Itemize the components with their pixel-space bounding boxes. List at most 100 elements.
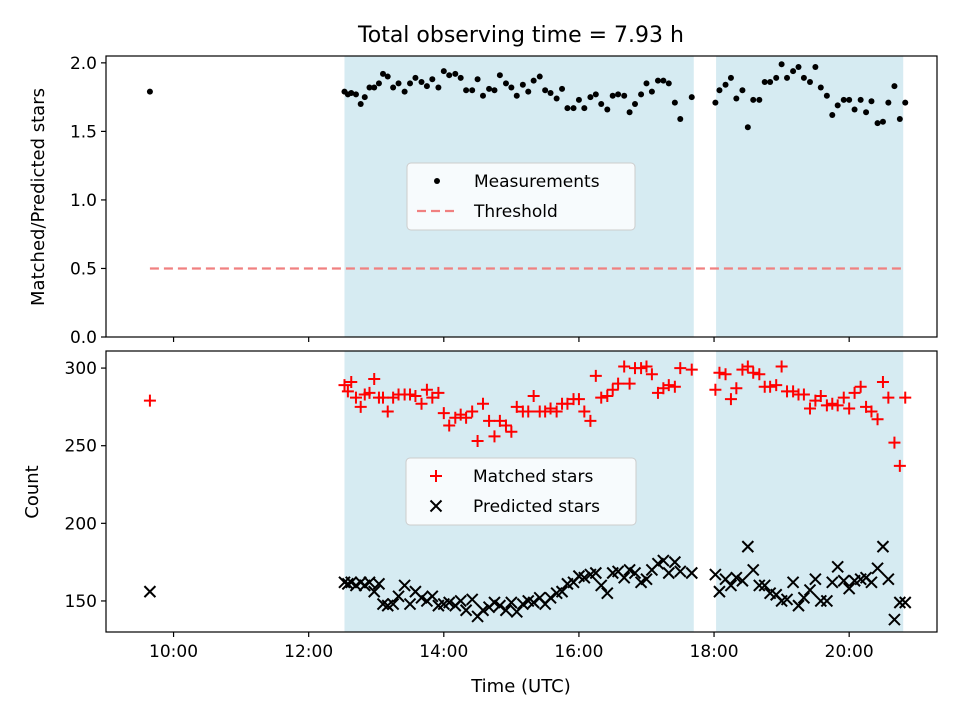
panel-top: 0.0 0.5 1.0 1.5 2.0 Measurements Threshold [70,54,938,348]
measurement-point [665,80,672,87]
predicted-star-point [888,613,901,626]
matched-star-point [466,405,479,418]
predicted-star-point [674,565,687,578]
legend-box [406,162,636,231]
predicted-star-point [578,571,591,584]
matched-star-point [826,397,839,410]
measurement-point [348,90,355,97]
predicted-star-point [893,596,907,609]
measurement-point [767,79,774,86]
measurement-point [530,77,537,84]
measurement-point [446,72,453,79]
predicted-star-point [736,574,749,587]
matched-star-point [460,411,473,424]
measurement-point [800,74,807,81]
measurement-point [874,120,881,127]
measurement-point [677,116,684,123]
measurement-point [846,96,853,103]
predicted-star-point [363,576,376,589]
predicted-star-point [837,574,850,587]
matched-star-point [668,380,681,393]
predicted-star-point [657,554,670,567]
measurement-point [615,91,622,98]
predicted-star-point [510,605,523,619]
matched-star-point [381,405,394,418]
matched-star-point [618,360,631,373]
measurement-point [575,96,582,103]
measurement-point [375,80,382,87]
legend-label-measurements: Measurements [474,172,600,192]
measurement-point [486,85,493,92]
predicted-star-point [426,590,439,603]
measurement-point [643,80,650,87]
measurement-point [778,61,785,68]
matched-star-point [685,363,698,376]
measurement-point [609,92,616,99]
predicted-star-point [493,599,507,612]
x-tick-label: 12:00 [284,642,333,662]
predicted-star-point [465,593,479,606]
predicted-star-point [865,576,878,589]
matched-star-point [764,380,777,393]
measurement-point [795,63,802,70]
measurement-point [380,70,386,77]
predicted-star-point [730,571,743,584]
x-tick-label: 14:00 [419,642,468,662]
matched-star-point [882,391,895,404]
legend: Matched stars Predicted stars [405,457,637,526]
measurement-point [632,100,639,107]
matched-star-point [488,430,501,443]
measurement-point [418,79,425,86]
matched-star-point [606,383,619,396]
matched-star-point [854,380,867,393]
measurement-point [390,84,397,91]
matched-star-point [741,360,754,373]
matched-star-point [623,377,636,390]
predicted-star-point [792,599,805,612]
predicted-star-point [372,577,386,591]
measurement-point [902,99,909,106]
matched-star-point [493,414,506,427]
matched-star-point [831,399,844,412]
predicted-star-point [780,593,794,606]
matched-star-point [349,391,362,404]
legend-marker-matched [430,470,442,482]
y-tick-label: 150 [65,592,97,612]
matched-star-point [363,386,376,399]
predicted-star-point [555,585,569,598]
matched-star-point [443,419,456,432]
measurement-point [401,88,408,95]
measurement-point [744,124,751,131]
matched-star-point [753,368,766,381]
measurement-point [395,80,402,87]
legend-marker-predicted [429,499,443,513]
measurement-point [371,84,378,91]
measurement-point [598,100,605,107]
predicted-star-point [797,591,811,605]
observing-span [716,56,904,337]
predicted-star-point [685,566,698,580]
measurement-point [733,95,740,102]
predicted-star-point [398,579,411,592]
measurement-point [508,84,515,91]
measurement-point [407,80,414,87]
predicted-star-point [758,579,771,592]
x-axis-label: Time (UTC) [470,676,571,697]
measurement-point [834,102,841,109]
measurement-point [452,70,459,77]
matched-star-point [377,391,389,404]
matched-star-point [368,372,381,385]
matched-star-point [426,391,439,404]
measurement-point [638,91,645,98]
panel-bottom: 150 200 250 300 10:00 12:00 14:00 16:00 18:00 20:… [65,350,938,662]
measurement-point [784,74,791,81]
legend-label-threshold: Threshold [473,202,558,222]
matched-star-point [499,419,512,432]
matched-star-point [527,390,540,403]
measurement-point [479,92,486,99]
measurement-point [750,96,757,103]
matched-star-point [589,369,602,382]
measurement-point [829,111,836,118]
predicted-star-point [831,560,844,574]
measurement-point [564,105,571,112]
